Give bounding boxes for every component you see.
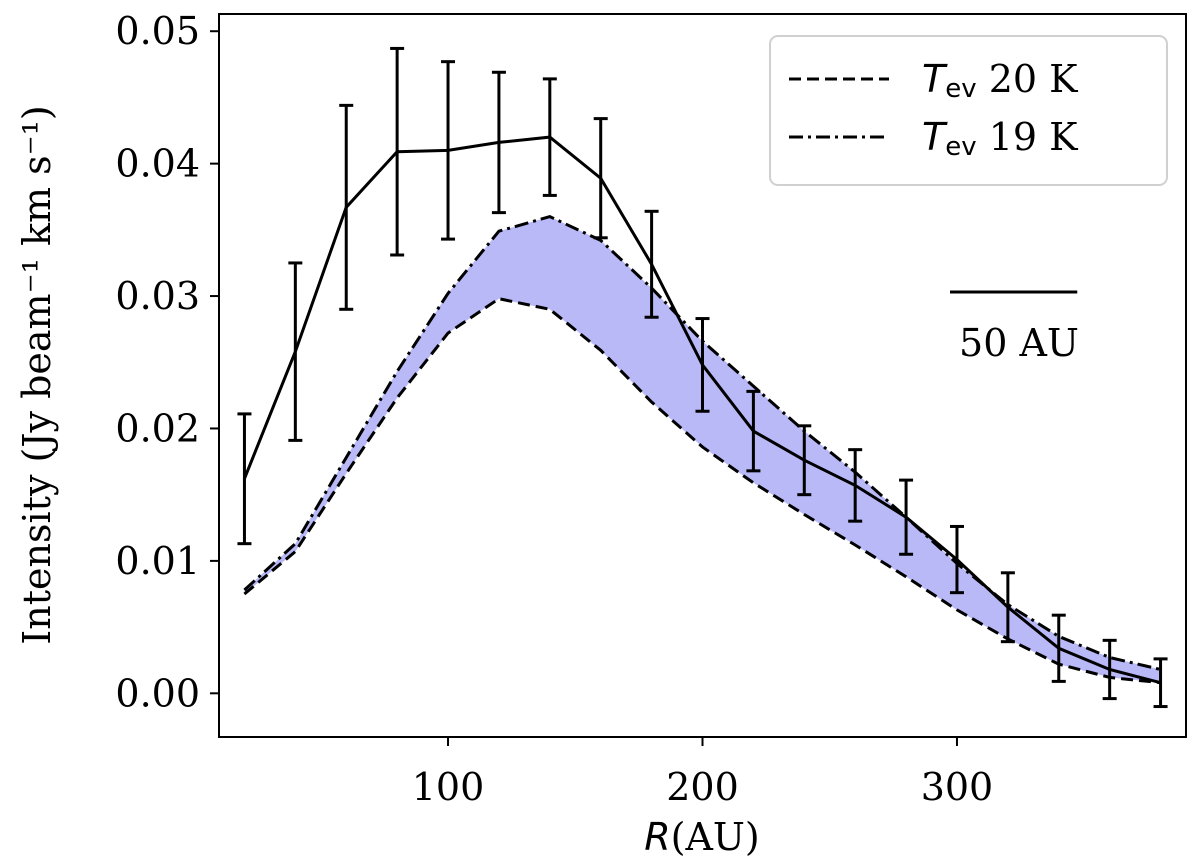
x-tick-label: 300 [921, 765, 994, 809]
model-band-fill [244, 216, 1161, 683]
y-tick-label: 0.04 [115, 142, 200, 186]
legend-20k-sub: ev [945, 74, 976, 104]
legend-19k-sub: ev [945, 132, 976, 162]
x-axis-label-italic: R [644, 815, 670, 859]
y-axis-label: Intensity (Jy beam⁻¹ km s⁻¹) [15, 105, 59, 644]
y-tick-label: 0.02 [115, 406, 200, 450]
observed-line [243, 135, 1161, 685]
legend: Tev 20 K Tev 19 K [769, 35, 1168, 186]
x-tick-label: 200 [666, 765, 739, 809]
y-tick-label: 0.03 [115, 274, 200, 318]
y-tick-label: 0.05 [115, 9, 200, 53]
legend-19k-text: 19 K [977, 115, 1079, 159]
legend-box [769, 35, 1168, 186]
x-tick-label: 100 [412, 765, 485, 809]
x-axis-label: R(AU) [644, 815, 760, 859]
legend-19k-label: Tev 19 K [922, 115, 1078, 162]
legend-20k-label: Tev 20 K [922, 57, 1078, 104]
y-tick-label: 0.00 [115, 671, 200, 715]
legend-20k-text: 20 K [977, 57, 1079, 101]
x-axis-label-rest: (AU) [671, 815, 760, 859]
legend-19k-math: T [922, 115, 948, 159]
y-ticks: 0.00 0.01 0.02 0.03 0.04 0.05 [115, 9, 219, 715]
x-ticks: 100 200 300 [412, 737, 993, 809]
scale-bar-label: 50 AU [959, 321, 1079, 365]
legend-20k-math: T [922, 57, 948, 101]
y-tick-label: 0.01 [115, 539, 200, 583]
